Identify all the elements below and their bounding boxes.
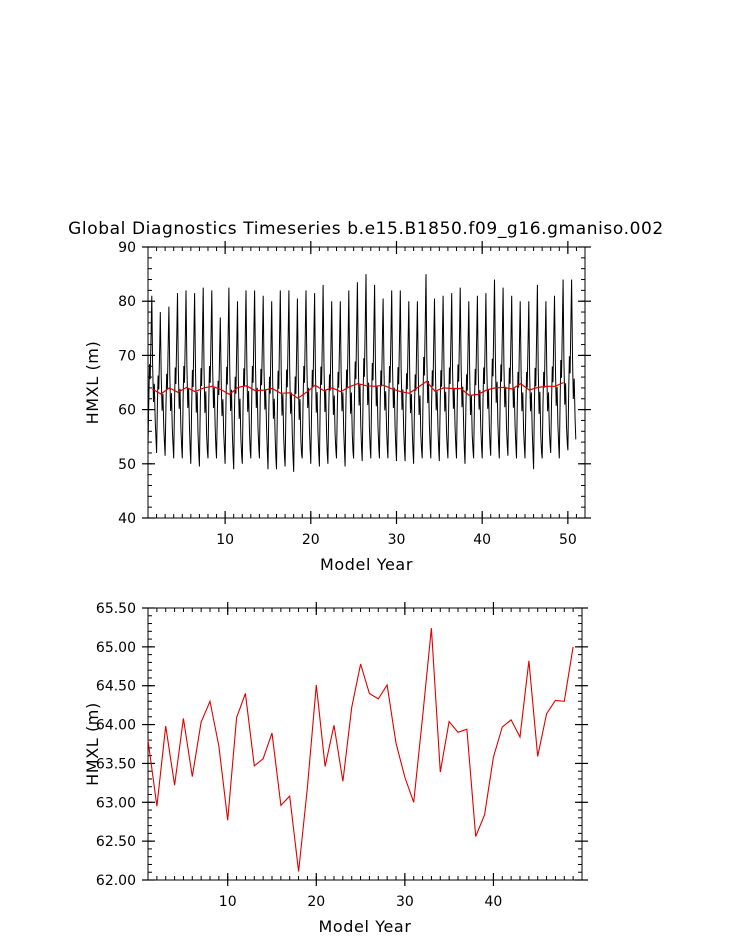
y-tick-label: 63.50 — [96, 756, 136, 772]
y-tick-label: 90 — [118, 240, 136, 256]
x-axis-label: Model Year — [320, 555, 413, 574]
y-tick-label: 64.00 — [96, 718, 136, 734]
y-axis-label: HMXL (m) — [83, 702, 102, 786]
x-tick-label: 40 — [485, 894, 503, 910]
x-tick-label: 10 — [216, 532, 234, 548]
x-tick-label: 40 — [473, 532, 491, 548]
x-tick-label: 10 — [219, 894, 237, 910]
y-tick-label: 63.00 — [96, 795, 136, 811]
x-tick-label: 30 — [396, 894, 414, 910]
y-tick-label: 40 — [118, 511, 136, 527]
chart-title: Global Diagnostics Timeseries b.e15.B185… — [68, 219, 664, 239]
monthly-series-line — [147, 274, 577, 472]
y-tick-label: 80 — [118, 294, 136, 310]
y-tick-label: 62.50 — [96, 834, 136, 850]
y-tick-label: 65.00 — [96, 640, 136, 656]
x-tick-label: 50 — [559, 532, 577, 548]
plot-frame — [147, 246, 586, 519]
plot-frame — [147, 607, 583, 881]
top-timeseries-plot: 10 20 30 40 50 40 50 60 70 80 90 Model Year HMXL (m) — [83, 240, 591, 574]
x-tick-label: 20 — [307, 894, 325, 910]
x-tick-label: 20 — [302, 532, 320, 548]
y-tick-label: 65.50 — [96, 601, 136, 617]
y-tick-label: 70 — [118, 348, 136, 364]
x-axis-label: Model Year — [319, 917, 412, 936]
y-tick-label: 64.50 — [96, 679, 136, 695]
y-tick-label: 62.00 — [96, 873, 136, 889]
y-tick-label: 50 — [118, 457, 136, 473]
y-tick-label: 60 — [118, 403, 136, 419]
bottom-annual-mean-plot: 10 20 30 40 62.00 62.50 63.00 63.50 64.00 64.50 65… — [83, 601, 588, 936]
annual-mean-series-line — [147, 628, 574, 872]
x-tick-label: 30 — [388, 532, 406, 548]
y-axis-label: HMXL (m) — [83, 341, 102, 425]
annual-mean-line — [152, 380, 564, 399]
